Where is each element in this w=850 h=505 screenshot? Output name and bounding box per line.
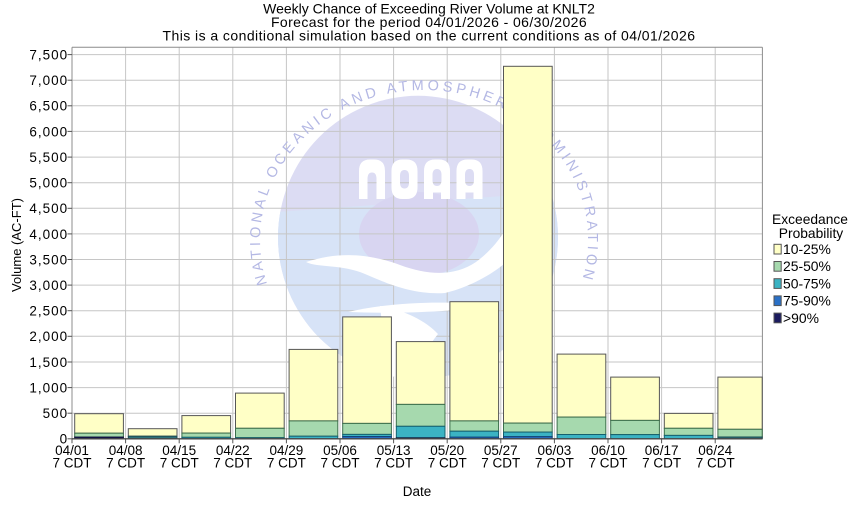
- svg-text:Probability: Probability: [779, 226, 844, 241]
- svg-text:04/15: 04/15: [162, 443, 196, 458]
- svg-text:7 CDT: 7 CDT: [374, 456, 413, 471]
- svg-text:7 CDT: 7 CDT: [320, 456, 359, 471]
- svg-text:06/17: 06/17: [645, 443, 679, 458]
- svg-text:4,000: 4,000: [29, 227, 68, 242]
- svg-text:05/13: 05/13: [377, 443, 411, 458]
- svg-text:5,000: 5,000: [29, 176, 68, 191]
- svg-text:7 CDT: 7 CDT: [642, 456, 681, 471]
- svg-text:05/06: 05/06: [323, 443, 357, 458]
- svg-text:Volume (AC-FT): Volume (AC-FT): [9, 198, 24, 292]
- svg-text:7 CDT: 7 CDT: [52, 456, 91, 471]
- svg-text:7 CDT: 7 CDT: [106, 456, 145, 471]
- svg-text:50-75%: 50-75%: [783, 275, 831, 291]
- svg-text:>90%: >90%: [783, 310, 819, 326]
- svg-text:04/29: 04/29: [270, 443, 304, 458]
- svg-text:3,500: 3,500: [29, 252, 68, 267]
- svg-text:04/08: 04/08: [109, 443, 143, 458]
- svg-text:Forecast for the period 04/01/: Forecast for the period 04/01/2026 - 06/…: [271, 14, 587, 30]
- svg-text:7,500: 7,500: [29, 48, 68, 63]
- svg-text:This is a conditional simulati: This is a conditional simulation based o…: [163, 28, 696, 44]
- svg-text:7 CDT: 7 CDT: [696, 456, 735, 471]
- svg-text:1,000: 1,000: [29, 381, 68, 396]
- svg-text:04/01: 04/01: [55, 443, 89, 458]
- svg-text:75-90%: 75-90%: [783, 293, 831, 309]
- svg-text:7 CDT: 7 CDT: [535, 456, 574, 471]
- svg-text:6,000: 6,000: [29, 124, 68, 139]
- svg-text:Date: Date: [403, 484, 432, 499]
- svg-text:05/20: 05/20: [430, 443, 464, 458]
- svg-text:04/22: 04/22: [216, 443, 250, 458]
- svg-text:2,500: 2,500: [29, 304, 68, 319]
- svg-text:05/27: 05/27: [484, 443, 518, 458]
- svg-text:7 CDT: 7 CDT: [428, 456, 467, 471]
- svg-text:3,000: 3,000: [29, 278, 68, 293]
- svg-text:1,500: 1,500: [29, 355, 68, 370]
- svg-text:10-25%: 10-25%: [783, 241, 831, 257]
- svg-text:7 CDT: 7 CDT: [481, 456, 520, 471]
- svg-text:5,500: 5,500: [29, 150, 68, 165]
- svg-text:7 CDT: 7 CDT: [213, 456, 252, 471]
- svg-text:6,500: 6,500: [29, 99, 68, 114]
- svg-text:Exceedance: Exceedance: [772, 212, 848, 227]
- svg-text:06/03: 06/03: [538, 443, 572, 458]
- svg-text:06/10: 06/10: [591, 443, 625, 458]
- svg-text:7 CDT: 7 CDT: [267, 456, 306, 471]
- svg-text:06/24: 06/24: [698, 443, 732, 458]
- svg-text:2,000: 2,000: [29, 329, 68, 344]
- svg-text:25-50%: 25-50%: [783, 258, 831, 274]
- svg-text:7,000: 7,000: [29, 73, 68, 88]
- svg-text:0: 0: [60, 432, 69, 447]
- svg-text:7 CDT: 7 CDT: [160, 456, 199, 471]
- svg-text:7 CDT: 7 CDT: [588, 456, 627, 471]
- svg-text:500: 500: [43, 406, 69, 421]
- svg-text:4,500: 4,500: [29, 201, 68, 216]
- svg-text:Weekly Chance of Exceeding Riv: Weekly Chance of Exceeding River Volume …: [263, 1, 595, 17]
